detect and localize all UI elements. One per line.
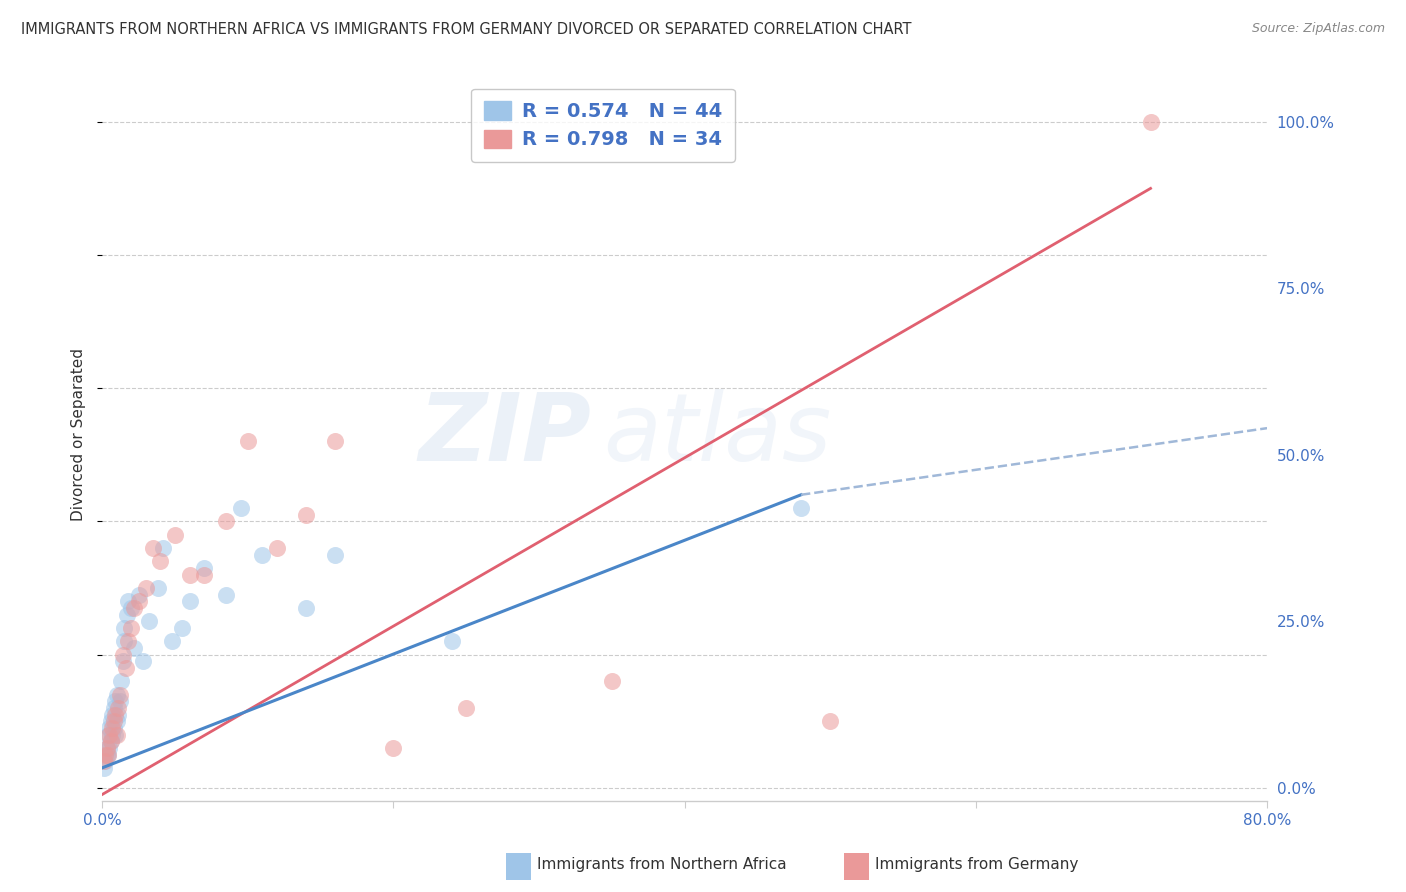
Point [132, 654, 155, 668]
Point [179, 567, 201, 582]
Text: IMMIGRANTS FROM NORTHERN AFRICA VS IMMIGRANTS FROM GERMANY DIVORCED OR SEPARATED: IMMIGRANTS FROM NORTHERN AFRICA VS IMMIG… [21, 22, 911, 37]
Point [105, 727, 128, 741]
Point [179, 594, 201, 608]
Point [138, 615, 160, 629]
Point [146, 581, 169, 595]
Point [93, 761, 115, 775]
Point [96, 747, 118, 762]
Point [790, 501, 813, 516]
Point [103, 721, 125, 735]
Point [107, 701, 129, 715]
Point [108, 694, 131, 708]
Point [120, 621, 142, 635]
Point [98, 727, 121, 741]
Point [100, 734, 122, 748]
Point [323, 434, 346, 449]
Point [152, 541, 174, 555]
Point [600, 674, 623, 689]
Point [193, 561, 215, 575]
Point [120, 601, 142, 615]
Point [96, 740, 118, 755]
Point [101, 727, 124, 741]
Point [323, 548, 346, 562]
Text: Immigrants from Germany: Immigrants from Germany [875, 857, 1078, 872]
Point [111, 654, 134, 668]
Point [252, 548, 274, 562]
Point [160, 634, 183, 648]
Point [142, 541, 165, 555]
Point [122, 640, 145, 655]
Point [112, 621, 135, 635]
Point [382, 740, 405, 755]
Point [193, 567, 215, 582]
Point [135, 581, 157, 595]
Point [108, 688, 131, 702]
Point [266, 541, 288, 555]
Point [128, 594, 150, 608]
Point [215, 515, 238, 529]
Point [818, 714, 841, 729]
Point [97, 727, 120, 741]
Y-axis label: Divorced or Separated: Divorced or Separated [72, 349, 86, 521]
Point [236, 434, 259, 449]
Point [122, 601, 145, 615]
Point [114, 661, 136, 675]
Point [115, 607, 138, 622]
Point [104, 707, 127, 722]
Point [149, 554, 172, 568]
Point [440, 634, 463, 648]
Point [117, 634, 139, 648]
Point [107, 707, 129, 722]
Point [1139, 115, 1161, 129]
Point [110, 674, 132, 689]
Point [128, 588, 150, 602]
Point [93, 754, 115, 768]
Point [100, 734, 122, 748]
Point [229, 501, 252, 516]
Point [103, 701, 125, 715]
Point [105, 688, 128, 702]
Point [117, 594, 139, 608]
Point [163, 527, 186, 541]
Point [96, 740, 118, 755]
Point [104, 694, 127, 708]
Point [97, 747, 120, 762]
Text: Source: ZipAtlas.com: Source: ZipAtlas.com [1251, 22, 1385, 36]
Point [94, 747, 117, 762]
Point [94, 754, 117, 768]
Point [100, 714, 122, 729]
Point [112, 634, 135, 648]
Point [101, 707, 124, 722]
Point [295, 601, 318, 615]
Point [295, 508, 318, 522]
Point [98, 740, 121, 755]
Legend: R = 0.574   N = 44, R = 0.798   N = 34: R = 0.574 N = 44, R = 0.798 N = 34 [471, 88, 735, 161]
Point [98, 721, 121, 735]
Point [103, 714, 125, 729]
Point [97, 747, 120, 762]
Point [456, 701, 478, 715]
Point [172, 621, 194, 635]
Point [215, 588, 238, 602]
Text: Immigrants from Northern Africa: Immigrants from Northern Africa [537, 857, 787, 872]
Point [111, 648, 134, 662]
Point [104, 727, 127, 741]
Point [105, 714, 128, 729]
Text: ZIP: ZIP [419, 389, 592, 481]
Point [101, 721, 124, 735]
Text: atlas: atlas [603, 389, 831, 480]
